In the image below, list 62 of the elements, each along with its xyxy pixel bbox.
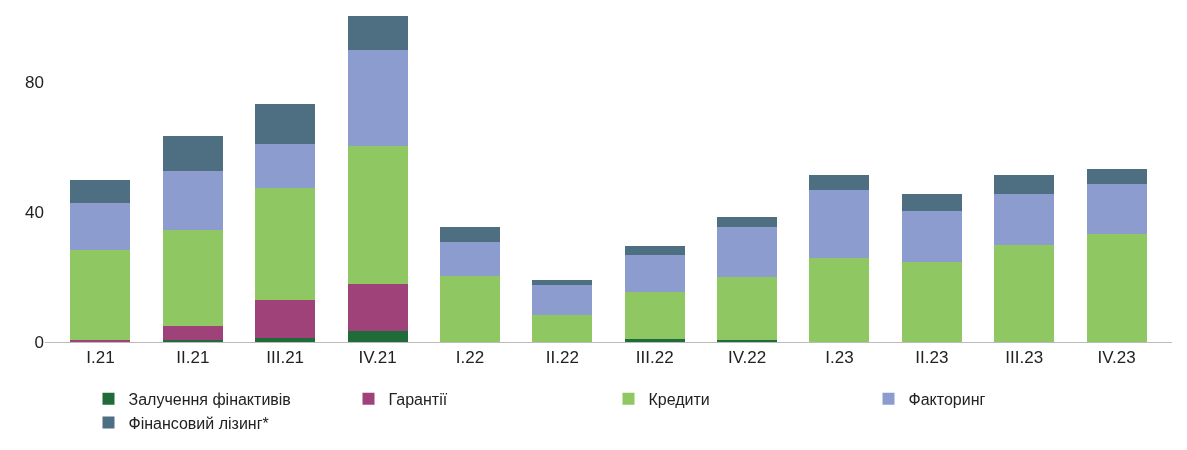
x-tick-label: II.22 <box>545 348 579 368</box>
bar <box>70 179 131 204</box>
bar <box>532 280 593 285</box>
bar <box>255 144 316 188</box>
bar <box>439 242 500 276</box>
bar <box>255 338 316 342</box>
y-tick-label: 40 <box>25 202 44 222</box>
bar <box>901 211 962 263</box>
bar <box>624 338 685 342</box>
legend-label: Залучення фінактивів <box>128 390 291 408</box>
bar <box>901 194 962 212</box>
bar <box>347 146 408 284</box>
x-tick-label: IV.23 <box>1097 348 1136 368</box>
x-tick-label: IV.21 <box>358 348 397 368</box>
x-tick-label: II.21 <box>176 348 210 368</box>
bar <box>1086 183 1147 235</box>
bar <box>347 50 408 147</box>
bar <box>624 255 685 293</box>
x-tick-label: III.21 <box>266 348 305 368</box>
bar <box>717 276 778 341</box>
bar <box>347 330 408 342</box>
bar <box>994 244 1055 342</box>
x-tick-label: I.22 <box>455 348 485 368</box>
x-tick-label: I.23 <box>825 348 854 368</box>
legend-label: Фінансовий лізинг* <box>128 414 269 432</box>
bar <box>162 135 223 172</box>
bar <box>255 299 316 339</box>
bar <box>162 230 223 327</box>
bar <box>1086 234 1147 342</box>
bar <box>809 257 870 342</box>
bar <box>70 249 131 341</box>
bar <box>624 245 685 256</box>
bar <box>717 227 778 277</box>
bar <box>994 175 1055 194</box>
bar <box>439 227 500 243</box>
x-tick-label: I.21 <box>86 348 115 368</box>
x-tick-label: IV.22 <box>728 348 767 368</box>
y-tick-label: 0 <box>34 332 44 352</box>
y-tick-label: 80 <box>25 72 44 92</box>
legend-label: Гарантії <box>388 390 448 408</box>
bar <box>439 275 500 342</box>
x-tick-label: III.22 <box>635 348 674 368</box>
bar <box>347 16 408 51</box>
x-tick-label: II.23 <box>915 348 949 368</box>
bar <box>1086 168 1147 184</box>
x-tick-label: III.23 <box>1005 348 1044 368</box>
bar <box>994 193 1055 245</box>
bar <box>162 326 223 341</box>
bar <box>255 187 316 300</box>
bar <box>70 203 131 250</box>
bar <box>532 284 593 316</box>
legend-label: Факторинг <box>908 390 986 408</box>
bar <box>347 283 408 331</box>
legend-label: Кредити <box>648 390 710 408</box>
bar <box>255 103 316 145</box>
bar <box>624 292 685 339</box>
bar <box>901 262 962 342</box>
bar <box>809 190 870 258</box>
bar <box>532 315 593 342</box>
bar <box>162 171 223 231</box>
bar <box>809 175 870 191</box>
bar <box>717 217 778 228</box>
